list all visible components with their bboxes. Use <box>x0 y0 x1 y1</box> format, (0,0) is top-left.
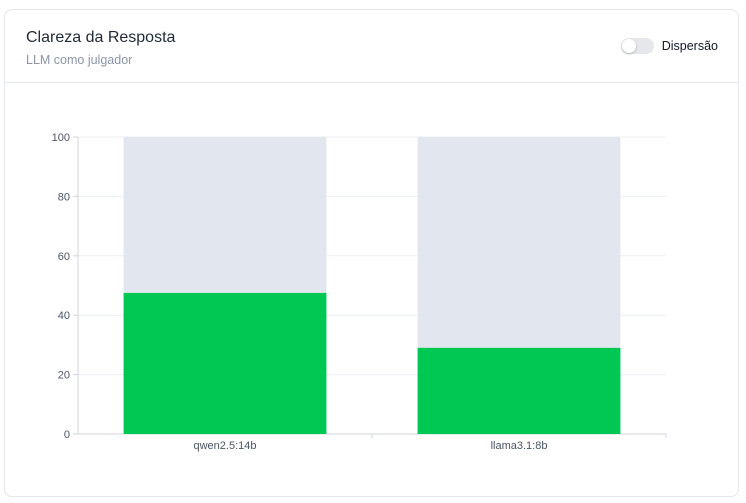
toggle-label: Dispersão <box>661 39 718 53</box>
dispersion-toggle[interactable]: Dispersão <box>620 38 718 54</box>
x-tick-label: qwen2.5:14b <box>194 440 257 452</box>
y-tick-label: 20 <box>58 370 70 382</box>
x-tick-label: llama3.1:8b <box>491 440 548 452</box>
bar-value <box>123 292 327 434</box>
y-tick-label: 60 <box>58 251 70 263</box>
y-tick-label: 0 <box>64 429 70 441</box>
toggle-knob <box>621 39 636 53</box>
card-header: Clareza da Resposta LLM como julgador Di… <box>5 10 738 83</box>
bar-value <box>417 347 621 434</box>
card-title: Clareza da Resposta <box>26 29 176 46</box>
y-tick-label: 80 <box>58 191 70 203</box>
y-tick-label: 40 <box>58 310 70 322</box>
y-tick-label: 100 <box>52 132 70 144</box>
toggle-switch[interactable] <box>620 38 654 54</box>
card-subtitle: LLM como julgador <box>26 53 133 67</box>
